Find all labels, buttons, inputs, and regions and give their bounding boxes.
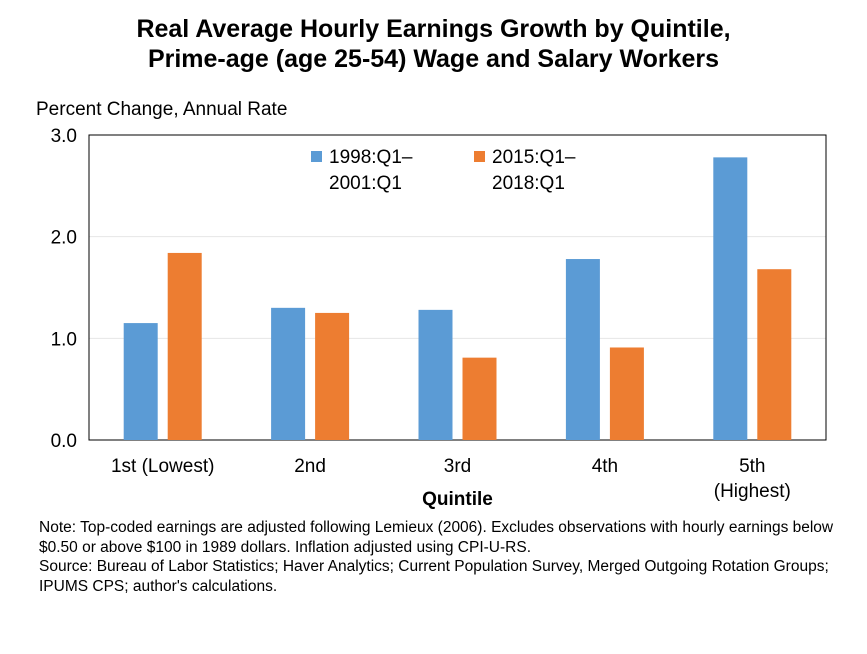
bar-series-2: [462, 357, 497, 440]
y-tick-label: 2.0: [51, 228, 77, 249]
x-tick-label: 5th: [739, 456, 765, 477]
bar-series-1: [418, 309, 453, 440]
note-text: Note: Top-coded earnings are adjusted fo…: [39, 519, 834, 556]
bar-chart: 0.0 1.0 2.0 3.0 1st (Lowest) 2nd 3rd 4th 5th (Hig…: [51, 126, 827, 510]
y-axis-label: Percent Change, Annual Rate: [36, 99, 288, 120]
x-tick-label: (Highest): [714, 481, 791, 502]
x-tick-label: 1st (Lowest): [111, 456, 214, 477]
plot-area-border: [88, 134, 827, 441]
legend-label: 2018:Q1: [492, 173, 565, 194]
y-tick-label: 1.0: [51, 329, 77, 350]
x-axis-title: Quintile: [422, 489, 493, 510]
x-tick-label: 4th: [592, 456, 618, 477]
bar-series-1: [713, 157, 748, 440]
x-tick-label: 3rd: [444, 456, 471, 477]
bar-series-2: [167, 252, 202, 440]
bar-series-2: [757, 269, 792, 440]
legend-label: 2001:Q1: [329, 173, 402, 194]
y-tick-label: 0.0: [51, 431, 77, 452]
y-tick-label: 3.0: [51, 126, 77, 147]
source-text: Source: Bureau of Labor Statistics; Have…: [39, 558, 829, 595]
chart-notes: Note: Top-coded earnings are adjusted fo…: [39, 518, 839, 596]
chart-title-line-1: Real Average Hourly Earnings Growth by Q…: [136, 15, 731, 43]
legend-swatch: [311, 151, 322, 162]
chart-title: Real Average Hourly Earnings Growth by Q…: [0, 14, 867, 74]
chart-title-line-2: Prime-age (age 25-54) Wage and Salary Wo…: [147, 45, 720, 73]
bar-series-1: [565, 259, 600, 440]
bar-series-2: [609, 347, 644, 440]
legend-label: 2015:Q1–: [492, 147, 576, 168]
legend-label: 1998:Q1–: [329, 147, 413, 168]
bar-series-1: [123, 323, 158, 440]
bar-series-1: [271, 307, 306, 440]
x-tick-label: 2nd: [294, 456, 326, 477]
bar-series-2: [315, 312, 350, 440]
legend-swatch: [474, 151, 485, 162]
